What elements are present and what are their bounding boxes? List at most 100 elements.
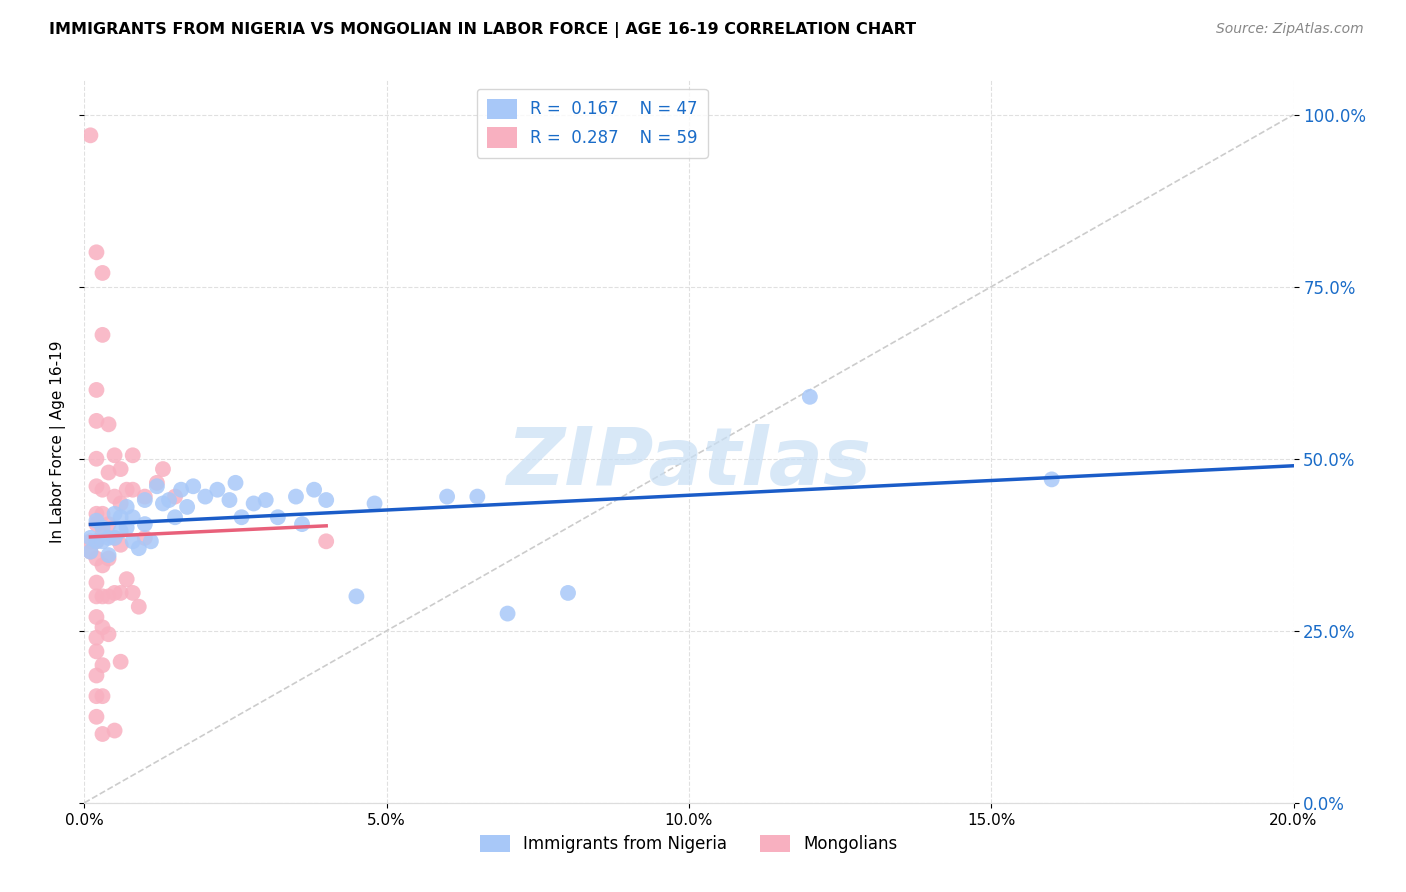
Point bbox=[86, 631, 108, 645]
Point bbox=[86, 575, 108, 590]
Point bbox=[86, 534, 108, 549]
Point bbox=[557, 586, 579, 600]
Point bbox=[315, 534, 337, 549]
Point bbox=[104, 531, 127, 545]
Point bbox=[97, 548, 120, 562]
Point bbox=[110, 524, 132, 538]
Point bbox=[91, 520, 114, 534]
Point bbox=[97, 531, 120, 545]
Point bbox=[86, 479, 108, 493]
Point bbox=[799, 390, 821, 404]
Point bbox=[86, 668, 108, 682]
Point bbox=[363, 496, 385, 510]
Point bbox=[104, 586, 127, 600]
Point bbox=[91, 483, 114, 497]
Point bbox=[91, 507, 114, 521]
Point bbox=[91, 590, 114, 604]
Point bbox=[91, 727, 114, 741]
Point bbox=[134, 517, 156, 532]
Point bbox=[207, 483, 229, 497]
Point bbox=[86, 710, 108, 724]
Point bbox=[91, 266, 114, 280]
Point bbox=[86, 551, 108, 566]
Point bbox=[86, 451, 108, 466]
Point bbox=[285, 490, 308, 504]
Point bbox=[1040, 472, 1063, 486]
Point bbox=[254, 493, 277, 508]
Text: IMMIGRANTS FROM NIGERIA VS MONGOLIAN IN LABOR FORCE | AGE 16-19 CORRELATION CHAR: IMMIGRANTS FROM NIGERIA VS MONGOLIAN IN … bbox=[49, 22, 917, 38]
Point bbox=[115, 500, 138, 514]
Point bbox=[104, 490, 127, 504]
Point bbox=[170, 483, 193, 497]
Point bbox=[121, 586, 143, 600]
Point bbox=[86, 383, 108, 397]
Point bbox=[291, 517, 314, 532]
Point bbox=[104, 448, 127, 462]
Point bbox=[97, 517, 120, 532]
Point bbox=[86, 414, 108, 428]
Point bbox=[267, 510, 290, 524]
Point bbox=[97, 590, 120, 604]
Point bbox=[302, 483, 325, 497]
Point bbox=[91, 658, 114, 673]
Point bbox=[97, 417, 120, 432]
Point bbox=[110, 586, 132, 600]
Point bbox=[97, 466, 120, 480]
Point bbox=[86, 534, 108, 549]
Point bbox=[97, 551, 120, 566]
Point bbox=[134, 531, 156, 545]
Point bbox=[86, 507, 108, 521]
Point bbox=[231, 510, 253, 524]
Point bbox=[165, 510, 187, 524]
Point bbox=[121, 448, 143, 462]
Point bbox=[79, 128, 101, 143]
Point bbox=[97, 627, 120, 641]
Point bbox=[146, 479, 169, 493]
Point bbox=[139, 534, 162, 549]
Y-axis label: In Labor Force | Age 16-19: In Labor Force | Age 16-19 bbox=[49, 340, 66, 543]
Point bbox=[91, 534, 114, 549]
Point bbox=[110, 496, 132, 510]
Point bbox=[242, 496, 264, 510]
Point bbox=[152, 496, 174, 510]
Point bbox=[115, 520, 138, 534]
Point bbox=[115, 483, 138, 497]
Point bbox=[86, 610, 108, 624]
Point bbox=[181, 479, 204, 493]
Point bbox=[91, 558, 114, 573]
Point bbox=[225, 475, 247, 490]
Point bbox=[86, 689, 108, 703]
Legend: Immigrants from Nigeria, Mongolians: Immigrants from Nigeria, Mongolians bbox=[474, 828, 904, 860]
Point bbox=[176, 500, 198, 514]
Point bbox=[91, 689, 114, 703]
Point bbox=[110, 655, 132, 669]
Text: ZIPatlas: ZIPatlas bbox=[506, 425, 872, 502]
Point bbox=[121, 510, 143, 524]
Point bbox=[115, 572, 138, 586]
Point bbox=[104, 507, 127, 521]
Point bbox=[134, 493, 156, 508]
Point bbox=[79, 534, 101, 549]
Point bbox=[134, 490, 156, 504]
Point bbox=[346, 590, 368, 604]
Point bbox=[146, 475, 169, 490]
Point bbox=[128, 541, 150, 556]
Point bbox=[79, 544, 101, 558]
Point bbox=[165, 490, 187, 504]
Point bbox=[79, 531, 101, 545]
Point bbox=[315, 493, 337, 508]
Point bbox=[104, 531, 127, 545]
Text: Source: ZipAtlas.com: Source: ZipAtlas.com bbox=[1216, 22, 1364, 37]
Point bbox=[110, 510, 132, 524]
Point bbox=[194, 490, 217, 504]
Point bbox=[86, 514, 108, 528]
Point bbox=[79, 544, 101, 558]
Point bbox=[91, 620, 114, 634]
Point bbox=[128, 599, 150, 614]
Point bbox=[86, 644, 108, 658]
Point bbox=[86, 590, 108, 604]
Point bbox=[218, 493, 240, 508]
Point bbox=[91, 327, 114, 342]
Point bbox=[436, 490, 458, 504]
Point bbox=[91, 527, 114, 541]
